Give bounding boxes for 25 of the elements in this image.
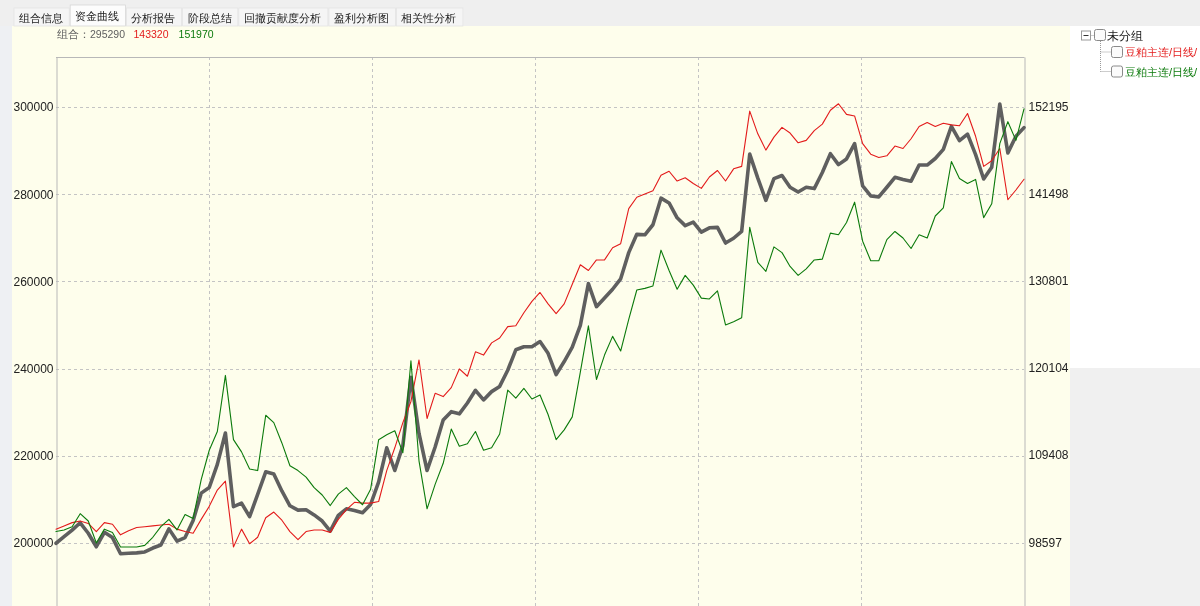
y-tick-label: 300000 bbox=[13, 100, 54, 115]
y-tick-label: 220000 bbox=[13, 449, 54, 464]
legend-title: 未分组 bbox=[1107, 28, 1143, 43]
y2-tick-label: 120104 bbox=[1028, 361, 1069, 376]
text: 豆粕主连/日线/ bbox=[1125, 65, 1199, 78]
y2-tick-label: 141498 bbox=[1028, 187, 1069, 202]
y-tick-label: 260000 bbox=[13, 274, 54, 289]
y-tick-label: 240000 bbox=[13, 361, 54, 376]
text: 分析报告 bbox=[131, 12, 176, 24]
text: 资金曲线 bbox=[75, 10, 120, 22]
text: 豆粕主连/日线/ bbox=[1125, 46, 1199, 58]
y2-tick-label: 109408 bbox=[1028, 448, 1069, 463]
y2-tick-label: 130801 bbox=[1028, 274, 1069, 289]
text: 相关性分析 bbox=[401, 12, 457, 24]
y2-tick-label: 98597 bbox=[1028, 536, 1063, 551]
text: 151970 bbox=[178, 27, 214, 40]
y-tick-label: 280000 bbox=[13, 187, 54, 202]
y-tick-label: 200000 bbox=[13, 536, 54, 551]
text: 143320 bbox=[133, 27, 169, 40]
text: 组合：295290 bbox=[57, 27, 126, 40]
text: 组合信息 bbox=[19, 12, 63, 24]
text: 阶段总结 bbox=[187, 12, 232, 24]
text: 回撤贡献度分析 bbox=[243, 12, 321, 25]
text: 盈利分析图 bbox=[333, 12, 389, 24]
y2-tick-label: 152195 bbox=[1028, 100, 1069, 115]
